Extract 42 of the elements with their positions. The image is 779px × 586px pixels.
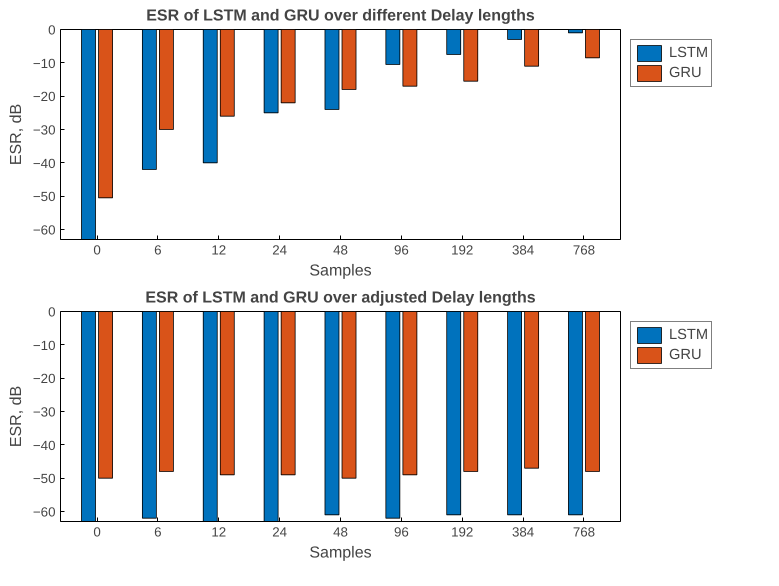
- x-tick-label: 384: [512, 524, 535, 540]
- legend-label: GRU: [669, 347, 702, 363]
- y-tick-label: −30: [32, 404, 56, 420]
- x-tick-label: 6: [154, 524, 162, 540]
- x-tick-label: 0: [93, 242, 101, 258]
- y-tick-label: −20: [32, 89, 56, 104]
- x-tick-label: 768: [572, 242, 596, 258]
- chart-title: ESR of LSTM and GRU over adjusted Delay lengths: [145, 290, 536, 306]
- y-tick-label: 0: [48, 304, 56, 320]
- x-tick-label: 12: [211, 524, 226, 540]
- x-tick-label: 384: [512, 242, 535, 258]
- x-tick-label: 48: [333, 242, 348, 258]
- x-axis-title: Samples: [309, 262, 372, 280]
- x-tick-label: 0: [93, 524, 101, 540]
- x-tick-label: 6: [154, 242, 162, 258]
- y-tick-label: −10: [32, 338, 56, 353]
- y-tick-label: −40: [32, 438, 56, 453]
- x-tick-label: 48: [333, 524, 348, 540]
- y-tick-label: −60: [32, 222, 56, 238]
- x-tick-label: 96: [394, 242, 409, 258]
- legend-label: LSTM: [669, 327, 708, 343]
- y-axis-title: ESR, dB: [8, 386, 25, 448]
- x-tick-label: 24: [272, 524, 288, 540]
- x-tick-label: 768: [572, 524, 596, 540]
- y-tick-label: −50: [32, 189, 56, 204]
- y-tick-label: −40: [32, 156, 56, 171]
- y-tick-label: 0: [48, 22, 56, 38]
- x-tick-label: 24: [272, 242, 288, 258]
- x-axis-title: Samples: [309, 544, 372, 562]
- y-tick-label: −60: [32, 504, 56, 520]
- y-tick-label: −50: [32, 471, 56, 486]
- chart-title: ESR of LSTM and GRU over different Delay lengths: [146, 8, 535, 24]
- x-tick-label: 192: [451, 524, 474, 540]
- y-axis-title: ESR, dB: [8, 104, 25, 166]
- legend-label: GRU: [669, 65, 702, 81]
- y-tick-label: −20: [32, 371, 56, 386]
- y-tick-label: −30: [32, 122, 56, 138]
- legend-label: LSTM: [669, 45, 708, 61]
- x-tick-label: 96: [394, 524, 409, 540]
- x-tick-label: 12: [211, 242, 226, 258]
- y-tick-label: −10: [32, 56, 56, 71]
- x-tick-label: 192: [451, 242, 474, 258]
